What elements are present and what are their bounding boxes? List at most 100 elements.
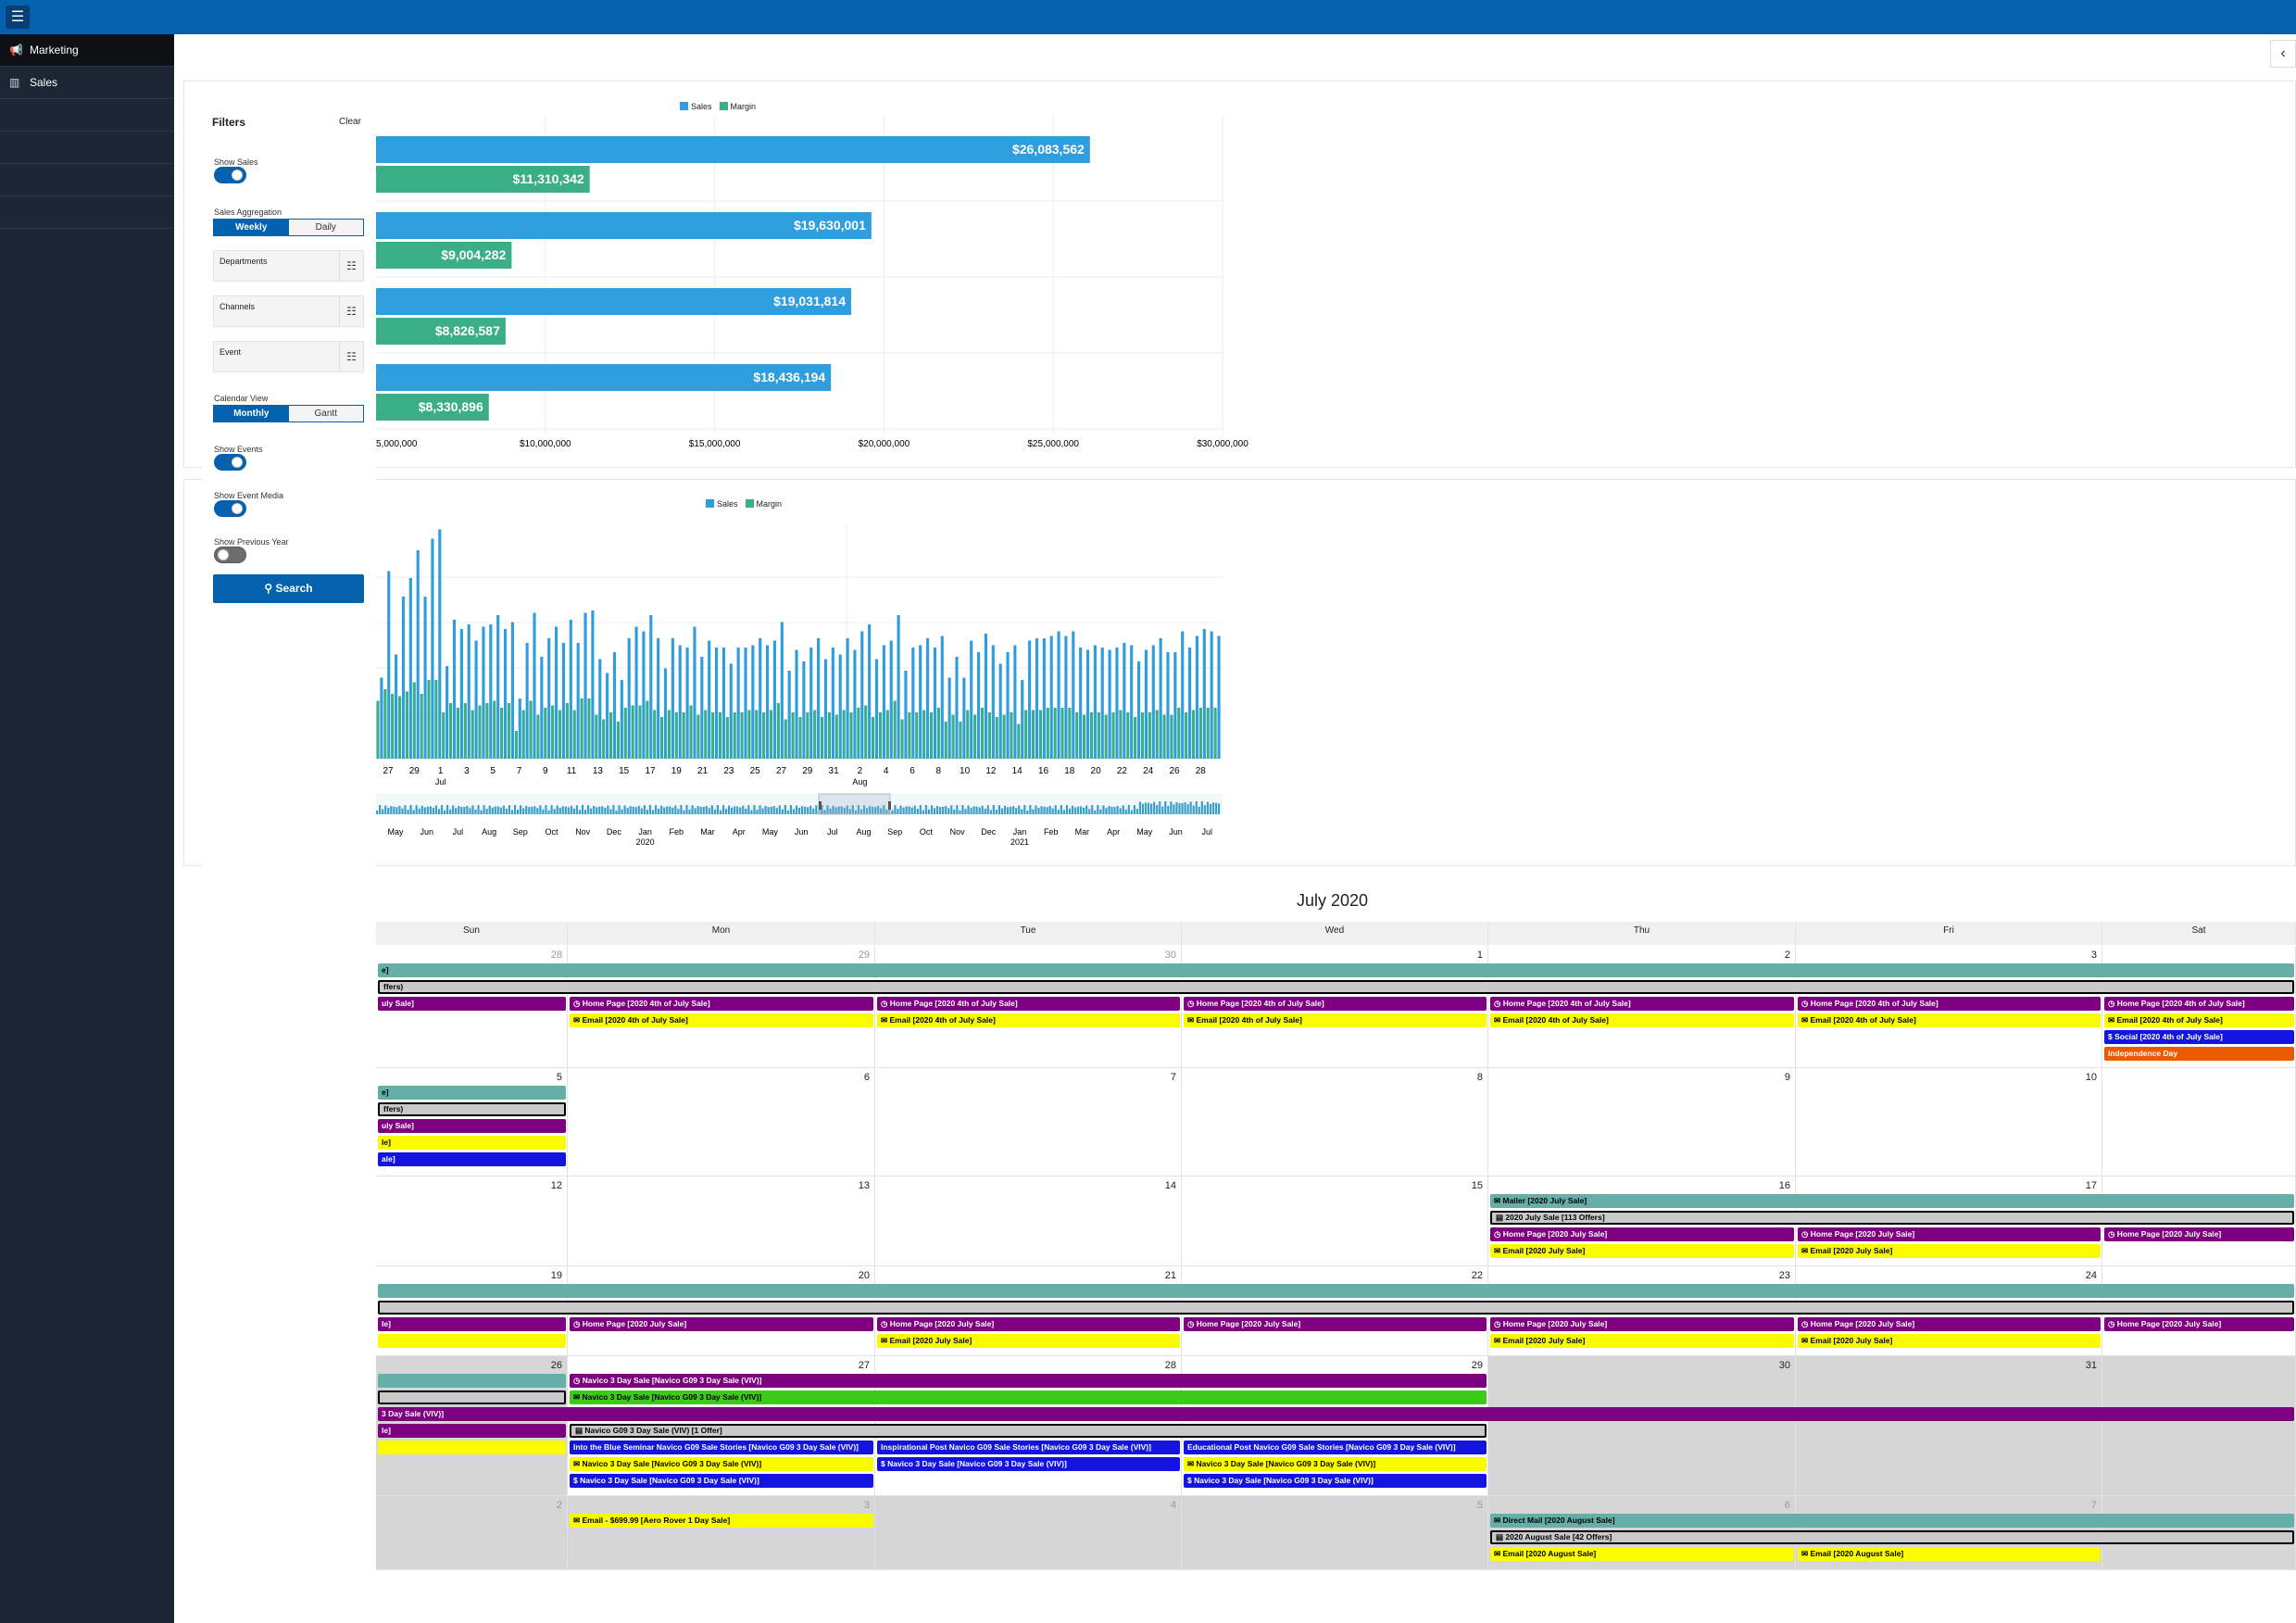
calendar-event[interactable]: $ Social [2020 4th of July Sale] — [2104, 1030, 2294, 1044]
list-icon[interactable]: ☷ — [339, 296, 363, 326]
calendar-event[interactable]: ✉ Direct Mail [2020 August Sale] — [1490, 1514, 2294, 1528]
sidebar-item-sales[interactable]: ▥ Sales — [0, 67, 174, 99]
monthly-option[interactable]: Monthly — [214, 406, 289, 421]
calendar-event[interactable]: ffers) — [378, 980, 2294, 994]
list-icon[interactable]: ☷ — [339, 342, 363, 371]
calendar-event[interactable]: $ Navico 3 Day Sale [Navico G09 3 Day Sa… — [877, 1457, 1180, 1471]
calendar-day-cell[interactable] — [2102, 1068, 2296, 1176]
calendar-event[interactable]: ✉ Email [2020 July Sale] — [1798, 1244, 2101, 1258]
calendar-event[interactable]: ✉ Navico 3 Day Sale [Navico G09 3 Day Sa… — [570, 1457, 873, 1471]
calendar-day-cell[interactable]: 31 — [1796, 1356, 2102, 1496]
calendar-event[interactable]: ◷ Home Page [2020 4th of July Sale] — [877, 997, 1180, 1011]
calendar-event[interactable]: ◷ Home Page [2020 4th of July Sale] — [2104, 997, 2294, 1011]
show-events-toggle[interactable] — [214, 454, 246, 471]
calendar-day-cell[interactable]: 9 — [1488, 1068, 1796, 1176]
departments-select[interactable]: Departments ☷ — [213, 250, 364, 282]
calendar-event[interactable]: e] — [378, 1086, 566, 1100]
calendar-day-cell[interactable]: 6 — [568, 1068, 875, 1176]
show-sales-toggle[interactable] — [214, 167, 246, 183]
calendar-event[interactable]: ◷ Home Page [2020 4th of July Sale] — [1184, 997, 1487, 1011]
calendar-event[interactable]: le] — [378, 1424, 566, 1438]
calendar-event[interactable]: ◷ Home Page [2020 4th of July Sale] — [570, 997, 873, 1011]
calendar-event[interactable] — [378, 1284, 2294, 1298]
calendar-event[interactable]: ✉ Email [2020 4th of July Sale] — [570, 1013, 873, 1027]
calendar-event[interactable]: ◷ Home Page [2020 July Sale] — [1490, 1317, 1794, 1331]
calendar-event[interactable]: e] — [378, 963, 2294, 977]
calendar-event[interactable]: ✉ Email [2020 4th of July Sale] — [877, 1013, 1180, 1027]
calendar-day-cell[interactable]: 8 — [1182, 1068, 1488, 1176]
calendar-day-cell[interactable]: 2 — [376, 1496, 568, 1570]
calendar-day-cell[interactable]: 13 — [568, 1176, 875, 1266]
calendar-event[interactable]: ✉ Mailer [2020 July Sale] — [1490, 1194, 2294, 1208]
calendar-event[interactable]: $ Navico 3 Day Sale [Navico G09 3 Day Sa… — [570, 1474, 873, 1488]
calendar-event[interactable]: ◷ Home Page [2020 July Sale] — [570, 1317, 873, 1331]
legend-sales[interactable]: Sales — [706, 499, 738, 509]
calendar-event[interactable]: ▤ 2020 August Sale [42 Offers] — [1490, 1530, 2294, 1544]
calendar-day-cell[interactable]: 12 — [376, 1176, 568, 1266]
clear-filters-button[interactable]: Clear — [339, 117, 361, 127]
calendar-event[interactable]: Educational Post Navico G09 Sale Stories… — [1184, 1441, 1487, 1454]
calendar-day-cell[interactable] — [2102, 1356, 2296, 1496]
calendar-event[interactable]: ✉ Email - $699.99 [Aero Rover 1 Day Sale… — [570, 1514, 873, 1528]
calendar-event[interactable]: ◷ Home Page [2020 July Sale] — [2104, 1317, 2294, 1331]
calendar-event[interactable]: ✉ Email [2020 4th of July Sale] — [1184, 1013, 1487, 1027]
calendar-event[interactable]: ✉ Email [2020 August Sale] — [1490, 1547, 1794, 1561]
calendar-event[interactable]: le] — [378, 1136, 566, 1150]
calendar-event[interactable]: ◷ Home Page [2020 July Sale] — [1184, 1317, 1487, 1331]
calendar-event[interactable]: ◷ Home Page [2020 July Sale] — [877, 1317, 1180, 1331]
list-icon[interactable]: ☷ — [339, 251, 363, 281]
calendar-event[interactable]: ◷ Home Page [2020 4th of July Sale] — [1490, 997, 1794, 1011]
calendar-event[interactable]: le] — [378, 1317, 566, 1331]
calendar-event[interactable]: ✉ Email [2020 4th of July Sale] — [1490, 1013, 1794, 1027]
calendar-event[interactable]: ✉ Navico 3 Day Sale [Navico G09 3 Day Sa… — [1184, 1457, 1487, 1471]
calendar-event[interactable]: ffers) — [378, 1102, 566, 1116]
calendar-event[interactable]: ◷ Home Page [2020 July Sale] — [1490, 1227, 1794, 1241]
menu-icon[interactable]: ☰ — [6, 6, 30, 29]
collapse-panel-icon[interactable]: ‹ — [2270, 40, 2296, 68]
calendar-event[interactable]: $ Navico 3 Day Sale [Navico G09 3 Day Sa… — [1184, 1474, 1487, 1488]
calendar-event[interactable]: ▤ Navico G09 3 Day Sale (VIV) [1 Offer] — [570, 1424, 1487, 1438]
calendar-event[interactable]: uly Sale] — [378, 997, 566, 1011]
calendar-event[interactable]: ◷ Home Page [2020 4th of July Sale] — [1798, 997, 2101, 1011]
calendar-event[interactable]: Into the Blue Seminar Navico G09 Sale St… — [570, 1441, 873, 1454]
calendar-event[interactable]: ✉ Navico 3 Day Sale [Navico G09 3 Day Sa… — [570, 1390, 1487, 1404]
calendar-event[interactable]: ✉ Email [2020 July Sale] — [1490, 1244, 1794, 1258]
calendar-event[interactable]: ◷ Home Page [2020 July Sale] — [1798, 1227, 2101, 1241]
weekly-option[interactable]: Weekly — [214, 220, 289, 235]
daily-option[interactable]: Daily — [288, 220, 363, 235]
search-button[interactable]: ⚲ Search — [213, 574, 364, 603]
calendar-event[interactable]: Inspirational Post Navico G09 Sale Stori… — [877, 1441, 1180, 1454]
calendar-event[interactable] — [378, 1374, 566, 1388]
calendar-day-cell[interactable]: 14 — [875, 1176, 1182, 1266]
legend-margin[interactable]: Margin — [719, 102, 756, 111]
calendar-day-cell[interactable]: 5 — [1182, 1496, 1488, 1570]
calendar-day-cell[interactable]: 4 — [875, 1496, 1182, 1570]
gantt-option[interactable]: Gantt — [288, 406, 363, 421]
calendar-event[interactable]: ✉ Email [2020 July Sale] — [1490, 1334, 1794, 1348]
calendar-event[interactable]: ▤ 2020 July Sale [113 Offers] — [1490, 1211, 2294, 1225]
calendar-event[interactable] — [378, 1301, 2294, 1315]
calendar-event[interactable] — [378, 1390, 566, 1404]
show-previous-year-toggle[interactable] — [214, 547, 246, 563]
calendar-event[interactable]: ◷ Home Page [2020 July Sale] — [1798, 1317, 2101, 1331]
event-select[interactable]: Event ☷ — [213, 341, 364, 372]
calendar-event[interactable] — [378, 1441, 566, 1454]
calendar-event[interactable]: ✉ Email [2020 4th of July Sale] — [2104, 1013, 2294, 1027]
calendar-event[interactable] — [378, 1334, 566, 1348]
calendar-event[interactable]: ✉ Email [2020 July Sale] — [877, 1334, 1180, 1348]
calendar-event[interactable]: uly Sale] — [378, 1119, 566, 1133]
calendar-event[interactable]: ✉ Email [2020 July Sale] — [1798, 1334, 2101, 1348]
sidebar-item-marketing[interactable]: 📢 Marketing — [0, 34, 174, 67]
calendar-event[interactable]: ✉ Email [2020 4th of July Sale] — [1798, 1013, 2101, 1027]
calendar-event[interactable]: ale] — [378, 1152, 566, 1166]
show-event-media-toggle[interactable] — [214, 500, 246, 517]
calendar-event[interactable]: Independence Day — [2104, 1047, 2294, 1061]
channels-select[interactable]: Channels ☷ — [213, 296, 364, 327]
calendar-event[interactable]: ◷ Home Page [2020 July Sale] — [2104, 1227, 2294, 1241]
calendar-day-cell[interactable]: 30 — [1488, 1356, 1796, 1496]
calendar-event[interactable]: ✉ Email [2020 August Sale] — [1798, 1547, 2101, 1561]
calendar-day-cell[interactable]: 10 — [1796, 1068, 2102, 1176]
calendar-day-cell[interactable]: 15 — [1182, 1176, 1488, 1266]
calendar-day-cell[interactable]: 7 — [875, 1068, 1182, 1176]
calendar-day-cell[interactable]: 3 — [568, 1496, 875, 1570]
